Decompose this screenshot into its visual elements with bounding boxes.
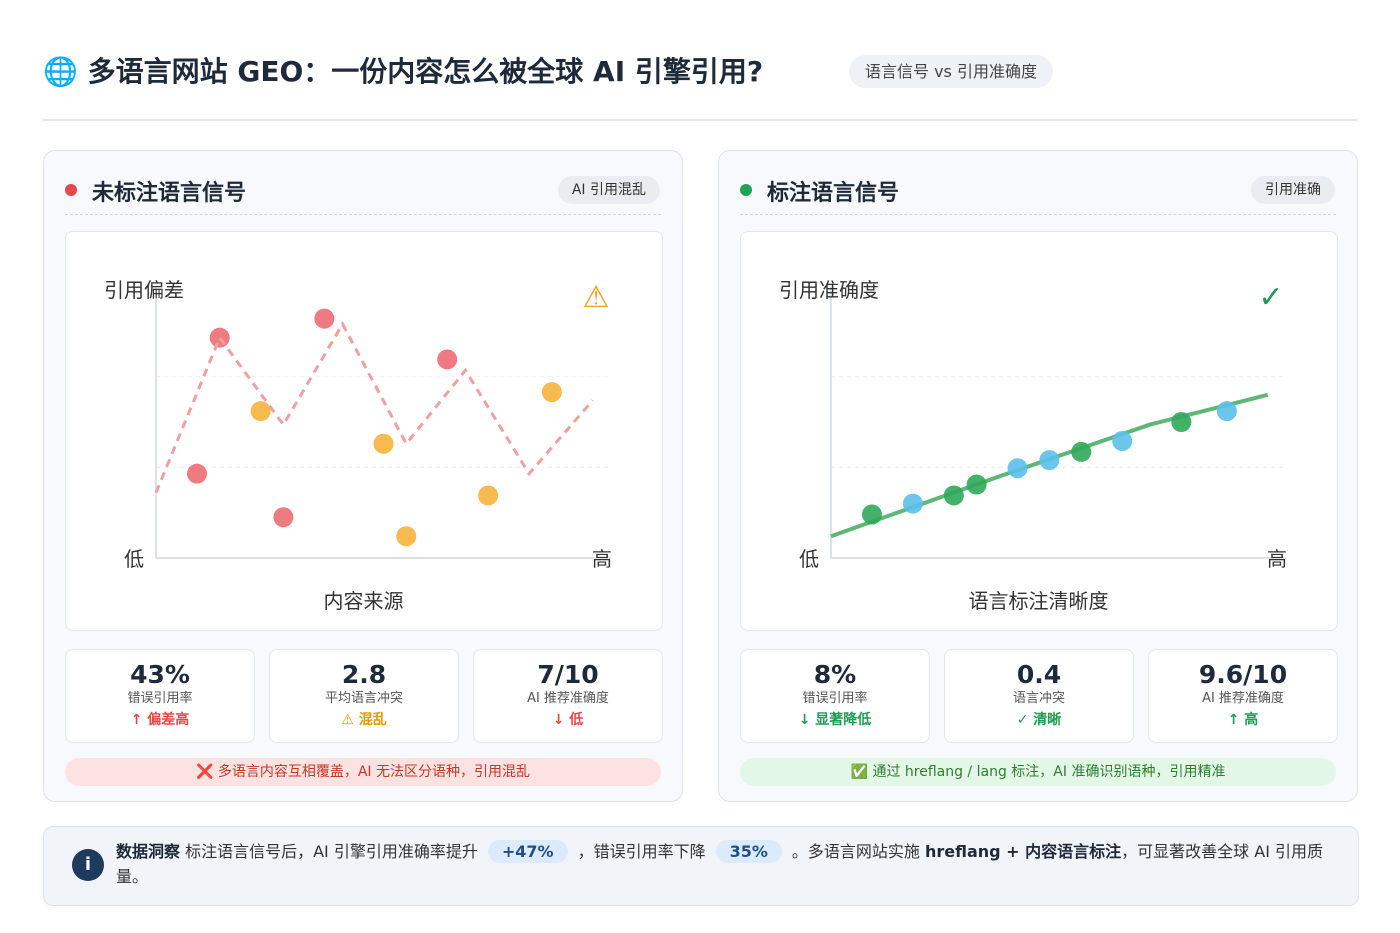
y-axis-label: 引用偏差 bbox=[104, 278, 184, 302]
high-label: 高 bbox=[1267, 547, 1287, 571]
x-axis-label: 语言标注清晰度 bbox=[969, 589, 1109, 613]
divider bbox=[740, 214, 1336, 215]
point bbox=[186, 463, 207, 484]
stat-card: 2.8 平均语言冲突 ⚠ 混乱 bbox=[269, 649, 459, 743]
stat-value: 2.8 bbox=[341, 660, 387, 689]
insight-segment: ，错误引用率下降 bbox=[577, 842, 706, 861]
page-title: 🌐 多语言网站 GEO：一份内容怎么被全球 AI 引擎引用? bbox=[43, 55, 764, 88]
point bbox=[1171, 412, 1192, 432]
point bbox=[209, 327, 230, 348]
stat-value: 43% bbox=[130, 660, 190, 689]
stat-label: 平均语言冲突 bbox=[324, 691, 403, 706]
point bbox=[478, 485, 499, 506]
point bbox=[437, 349, 458, 370]
panel-tag: AI 引用混乱 bbox=[557, 176, 660, 204]
divider bbox=[65, 214, 661, 215]
insight-segment: 数据洞察 bbox=[116, 842, 181, 861]
chart-box: 引用偏差内容来源 低 高 ⚠ bbox=[65, 231, 663, 631]
stat-value: 0.4 bbox=[1016, 660, 1062, 689]
point bbox=[314, 308, 335, 329]
point bbox=[861, 504, 882, 525]
insight-segment: +47% bbox=[487, 840, 568, 863]
info-icon: i bbox=[72, 849, 104, 881]
stat-value: 9.6/10 bbox=[1198, 660, 1288, 689]
status-dot bbox=[740, 184, 752, 196]
stat-card: 8% 错误引用率 ↓ 显著降低 bbox=[740, 649, 930, 743]
stat-note: ↓ 显著降低 bbox=[798, 712, 872, 728]
point bbox=[1007, 458, 1028, 479]
chart-box: 引用准确度语言标注清晰度 低 高 ✓ bbox=[740, 231, 1338, 631]
point bbox=[1112, 431, 1133, 452]
panel-tag: 引用准确 bbox=[1251, 176, 1335, 204]
status-marker: ⚠ bbox=[583, 280, 610, 315]
insight-text: 数据洞察 标注语言信号后，AI 引擎引用准确率提升 +47% ，错误引用率下降 35%… bbox=[116, 839, 1336, 889]
point bbox=[541, 382, 562, 403]
stat-card: 7/10 AI 推荐准确度 ↓ 低 bbox=[473, 649, 663, 743]
header-badge: 语言信号 vs 引用准确度 bbox=[849, 55, 1053, 88]
insight-segment: 。多语言网站实施 bbox=[791, 842, 925, 861]
stat-note: ↑ 高 bbox=[1227, 712, 1259, 728]
stat-label: 语言冲突 bbox=[1012, 691, 1065, 706]
status-marker: ✓ bbox=[1258, 280, 1283, 315]
point bbox=[1039, 450, 1060, 471]
insight-segment: ，可显著改善全球 AI 引用质量。 bbox=[116, 842, 1323, 886]
stat-card: 0.4 语言冲突 ✓ 清晰 bbox=[944, 649, 1134, 743]
stat-value: 7/10 bbox=[537, 660, 599, 689]
point bbox=[1216, 401, 1237, 422]
result-banner: ❌ 多语言内容互相覆盖，AI 无法区分语种，引用混乱 bbox=[65, 758, 661, 786]
stat-label: 错误引用率 bbox=[127, 691, 193, 706]
stat-value: 8% bbox=[813, 660, 857, 689]
stat-label: AI 推荐准确度 bbox=[527, 691, 609, 706]
low-label: 低 bbox=[124, 547, 144, 571]
y-axis-label: 引用准确度 bbox=[779, 278, 879, 302]
point bbox=[273, 507, 294, 528]
low-label: 低 bbox=[799, 547, 819, 571]
point bbox=[373, 433, 394, 454]
panel-title: 未标注语言信号 bbox=[92, 181, 247, 206]
separator bbox=[43, 119, 1357, 121]
point bbox=[250, 401, 271, 422]
insight-segment: hreflang + 内容语言标注 bbox=[924, 842, 1122, 861]
point bbox=[1071, 441, 1092, 462]
stat-note: ⚠ 混乱 bbox=[341, 712, 387, 728]
insight-box: i 数据洞察 标注语言信号后，AI 引擎引用准确率提升 +47% ，错误引用率下降 3… bbox=[43, 826, 1359, 906]
stat-card: 9.6/10 AI 推荐准确度 ↑ 高 bbox=[1148, 649, 1338, 743]
panel: 未标注语言信号 AI 引用混乱引用偏差内容来源 低 高 ⚠ 43% 错误引用率 ↑ 偏差高 2.… bbox=[43, 150, 683, 802]
high-label: 高 bbox=[592, 547, 612, 571]
stat-card: 43% 错误引用率 ↑ 偏差高 bbox=[65, 649, 255, 743]
point bbox=[966, 474, 987, 495]
stat-note: ↑ 偏差高 bbox=[130, 712, 190, 728]
stat-note: ↓ 低 bbox=[552, 712, 584, 728]
result-banner: ✅ 通过 hreflang / lang 标注，AI 准确识别语种，引用精准 bbox=[740, 758, 1336, 786]
stat-label: AI 推荐准确度 bbox=[1202, 691, 1284, 706]
series-line bbox=[154, 321, 594, 494]
stat-note: ✓ 清晰 bbox=[1016, 712, 1062, 728]
stat-label: 错误引用率 bbox=[802, 691, 868, 706]
insight-segment: 标注语言信号后，AI 引擎引用准确率提升 bbox=[180, 842, 478, 861]
panel: 标注语言信号 引用准确引用准确度语言标注清晰度 低 高 ✓ 8% 错误引用率 ↓ 显著降低 0.… bbox=[718, 150, 1358, 802]
status-dot bbox=[65, 184, 77, 196]
insight-segment: 35% bbox=[715, 840, 782, 863]
x-axis-label: 内容来源 bbox=[324, 589, 404, 613]
point bbox=[902, 493, 923, 514]
point bbox=[396, 526, 417, 547]
panel-title: 标注语言信号 bbox=[767, 181, 900, 206]
point bbox=[943, 485, 964, 506]
